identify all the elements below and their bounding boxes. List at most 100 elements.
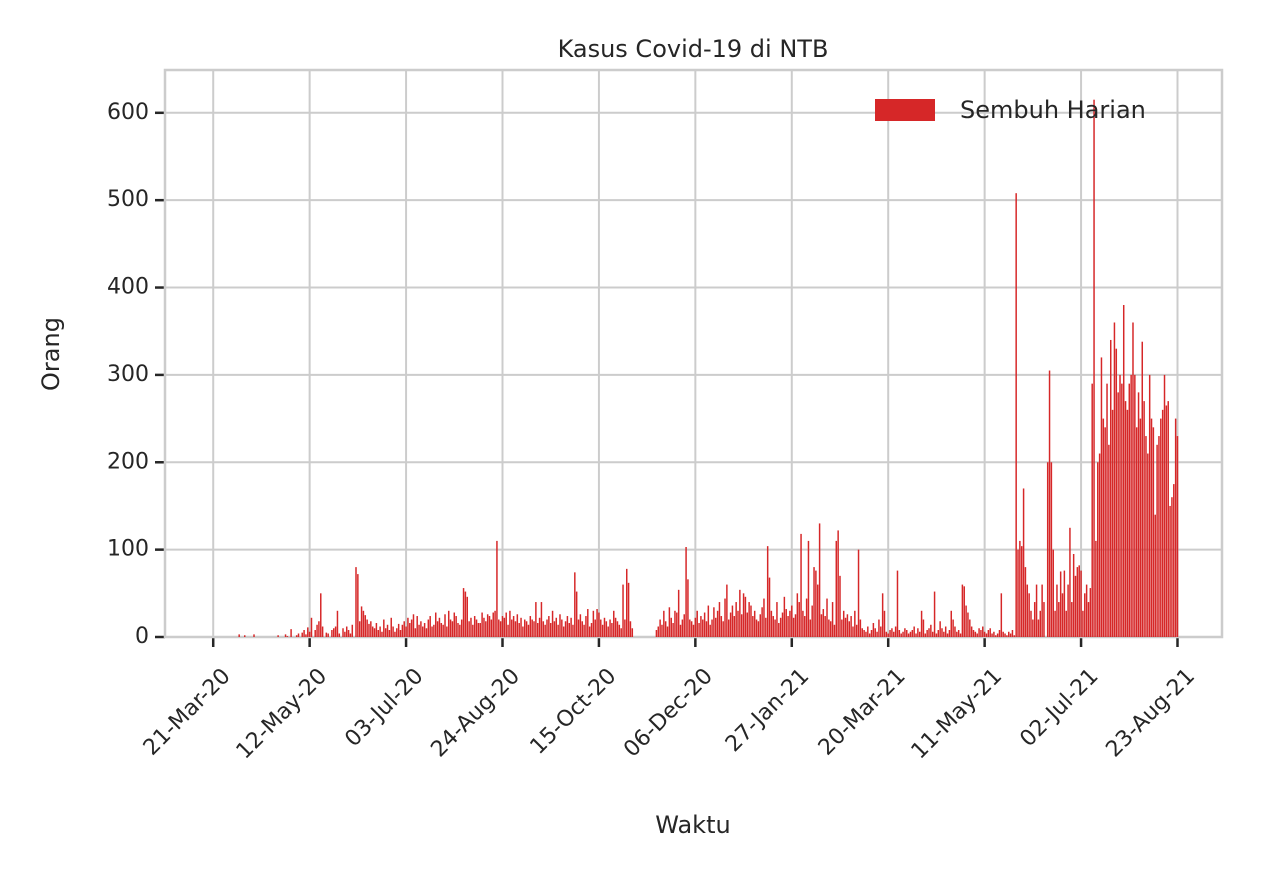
bar (720, 616, 723, 637)
bar (399, 630, 402, 637)
bar (893, 631, 895, 637)
bar (403, 621, 405, 637)
bar (514, 621, 517, 637)
bar (575, 591, 578, 637)
bar (624, 619, 626, 637)
bar (1104, 427, 1106, 637)
bar (742, 593, 745, 637)
bar (512, 616, 515, 637)
bar (611, 623, 613, 637)
bar (689, 619, 691, 637)
bar (1111, 409, 1114, 637)
x-tick-label: 15-Oct-20 (526, 664, 622, 760)
bar (438, 617, 441, 637)
bar (996, 633, 999, 637)
bar (674, 610, 676, 637)
bar (739, 589, 741, 637)
bar (1128, 383, 1131, 637)
bar (941, 628, 943, 637)
x-tick-label: 02-Jul-21 (1015, 664, 1103, 752)
bar (601, 624, 604, 637)
bar (577, 619, 580, 637)
bar (529, 616, 532, 637)
bar (690, 621, 693, 637)
bar (746, 612, 749, 637)
bar (1161, 409, 1164, 637)
bar (948, 630, 951, 637)
bar (433, 624, 435, 637)
bar (820, 614, 823, 637)
bar (295, 635, 298, 637)
bar (520, 617, 522, 637)
bar (347, 630, 350, 637)
bars (238, 99, 1179, 637)
bar (759, 614, 761, 637)
bar (538, 617, 541, 637)
bar (920, 610, 923, 637)
bar (1137, 392, 1140, 637)
bar (980, 630, 982, 637)
bar (536, 623, 539, 637)
bar (963, 586, 965, 637)
bar (390, 617, 392, 637)
bar (475, 619, 478, 637)
bar (983, 631, 986, 637)
bar (407, 617, 409, 637)
bar (592, 610, 595, 637)
bar (918, 631, 921, 637)
bar (1087, 602, 1090, 637)
bar (781, 612, 784, 637)
bar (453, 612, 456, 637)
legend-swatch (875, 99, 935, 121)
bar (1069, 527, 1071, 637)
bar (540, 602, 543, 637)
bar (360, 606, 363, 637)
bar (371, 626, 374, 637)
bar (345, 626, 348, 637)
bar (277, 635, 279, 637)
y-tick-label: 300 (107, 362, 149, 387)
bar (1015, 193, 1017, 637)
bar (496, 540, 498, 637)
bar (1089, 588, 1092, 637)
bar (872, 623, 875, 637)
bar (588, 626, 591, 637)
bar (1098, 453, 1101, 637)
bar (1126, 409, 1129, 637)
bar (1078, 565, 1080, 637)
bar (568, 623, 570, 637)
y-tick-label: 200 (107, 449, 149, 474)
bar (1011, 630, 1014, 637)
bar (1063, 570, 1066, 637)
bar (950, 610, 953, 637)
bar (896, 570, 899, 637)
bar (922, 619, 925, 637)
bar (375, 623, 378, 637)
bar (483, 617, 485, 637)
bar (394, 631, 396, 637)
bar (1143, 401, 1145, 637)
bar (933, 591, 936, 637)
bar (1115, 348, 1118, 637)
bar (885, 631, 888, 637)
bar (731, 605, 734, 637)
bar (1174, 418, 1177, 637)
bar (358, 621, 361, 637)
bar (440, 623, 443, 637)
bar (338, 633, 341, 637)
bar (715, 617, 717, 637)
bar (1056, 584, 1058, 637)
bar (815, 570, 817, 637)
bar (366, 619, 368, 637)
bar (1150, 418, 1153, 637)
bar (796, 593, 799, 637)
bar (700, 616, 702, 637)
bar (946, 633, 949, 637)
bar (1152, 427, 1155, 637)
bar (887, 633, 889, 637)
bar (485, 621, 487, 637)
bar (930, 624, 932, 637)
bar (1117, 392, 1119, 637)
bar (507, 624, 509, 637)
bar (427, 619, 430, 637)
